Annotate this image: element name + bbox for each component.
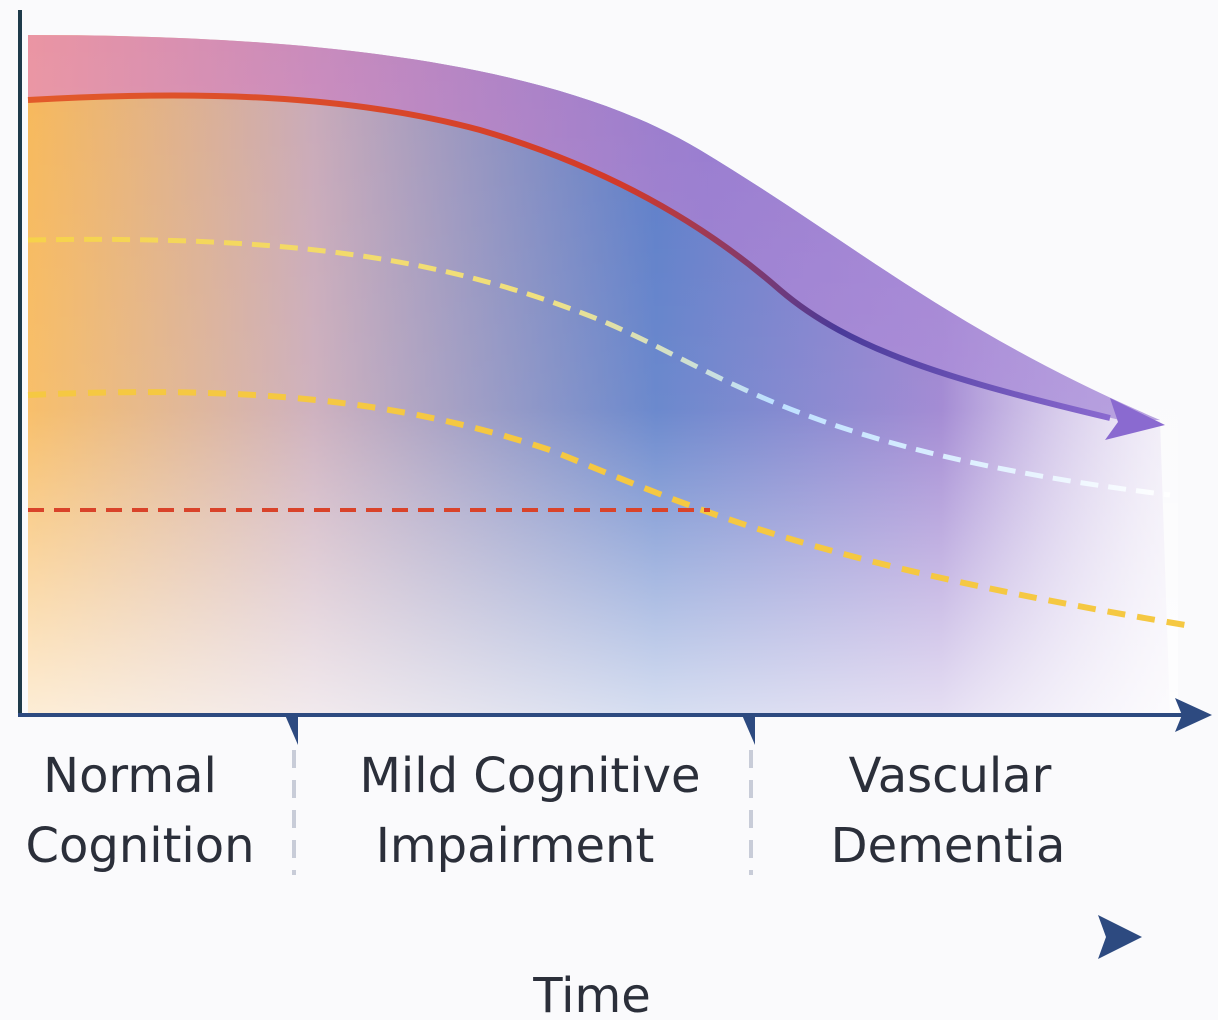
time-arrow: Time xyxy=(30,915,1142,1020)
stage-label: Normal xyxy=(43,748,217,804)
fade xyxy=(28,35,1178,715)
stage-label: Impairment xyxy=(376,818,655,874)
stage-labels: Normal Cognition Mild Cognitive Impairme… xyxy=(25,748,1065,874)
stage-label: Mild Cognitive xyxy=(359,748,700,804)
stage-tick xyxy=(742,715,755,745)
diagram: Normal Cognition Mild Cognitive Impairme… xyxy=(0,0,1218,1020)
stage-label: Cognition xyxy=(25,818,254,874)
stage-label: Vascular xyxy=(849,748,1052,804)
plot-area xyxy=(28,35,1185,715)
stage-label: Dementia xyxy=(831,818,1066,874)
time-label: Time xyxy=(532,968,650,1020)
stage-tick xyxy=(285,715,298,745)
